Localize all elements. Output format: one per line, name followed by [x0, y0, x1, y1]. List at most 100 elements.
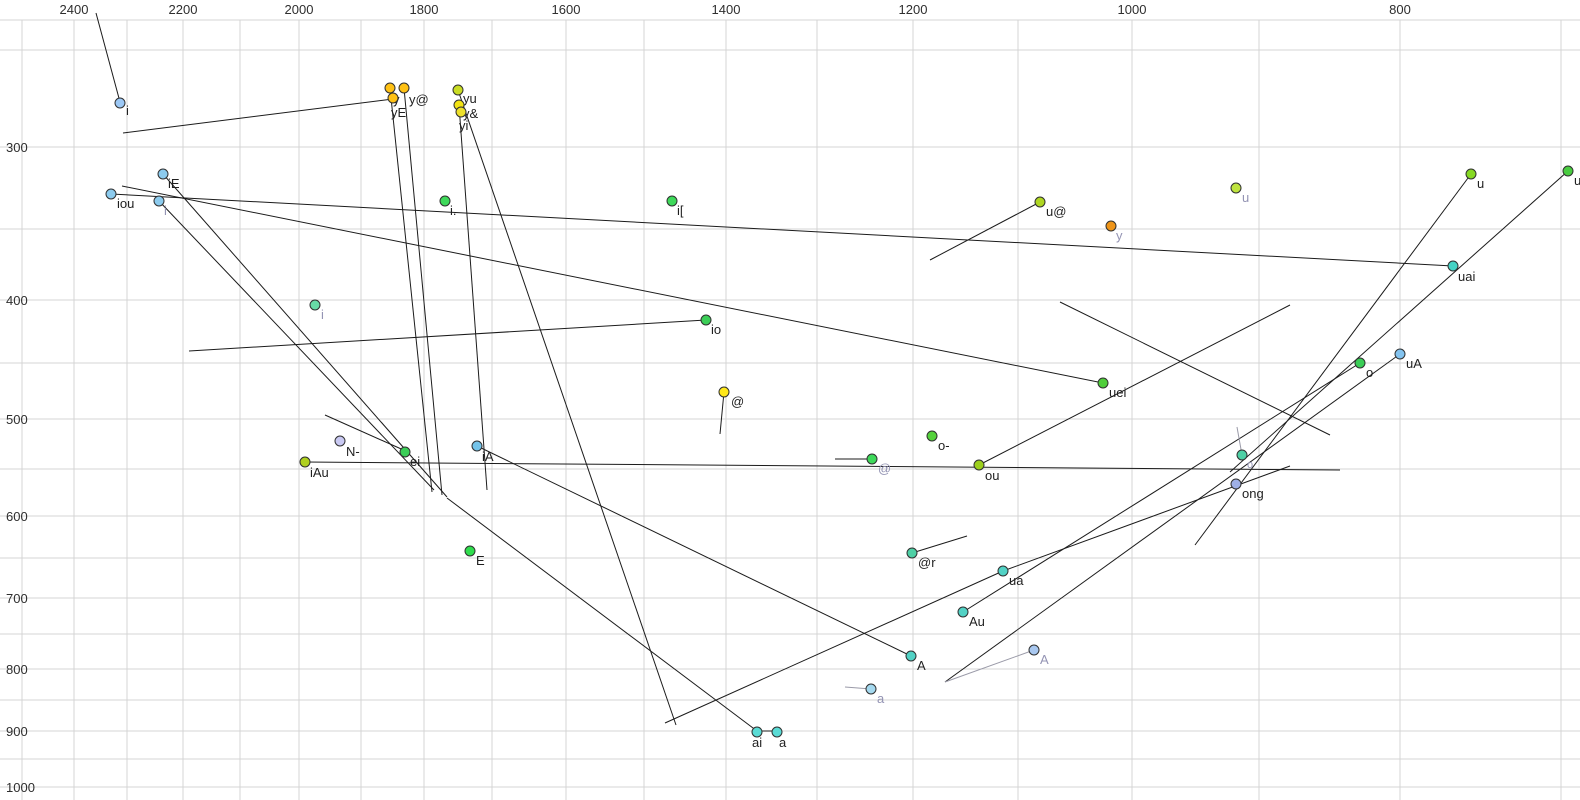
data-point-i — [114, 97, 126, 109]
data-point-label: A — [1040, 652, 1049, 667]
y-axis-tick-label: 300 — [6, 140, 28, 155]
data-point-ua — [997, 565, 1009, 577]
data-point-o — [926, 430, 938, 442]
data-point-iou — [105, 188, 117, 200]
data-point-label: a — [877, 691, 885, 706]
data-point- — [866, 453, 878, 465]
y-axis-tick-label: 700 — [6, 591, 28, 606]
data-point-uA — [1394, 348, 1406, 360]
data-point-label: y@ — [409, 92, 429, 107]
trajectory-line — [188, 319, 707, 352]
trajectory-line — [457, 89, 677, 726]
data-point-label: y — [1116, 228, 1123, 243]
trajectory-line — [403, 87, 443, 496]
data-point-o — [1236, 449, 1248, 461]
data-point-label: y& — [463, 106, 479, 121]
data-point-label: a — [779, 735, 787, 750]
data-point-i — [666, 195, 678, 207]
data-point-ou — [973, 459, 985, 471]
data-point-label: ong — [1242, 486, 1264, 501]
data-point-i — [309, 299, 321, 311]
data-point-label: yu — [463, 91, 477, 106]
data-point-ai — [751, 726, 763, 738]
trajectory-line — [476, 445, 912, 657]
data-point-Au — [957, 606, 969, 618]
data-point-label: u@ — [1046, 204, 1066, 219]
data-point-u — [1465, 168, 1477, 180]
data-point-label: @r — [918, 555, 936, 570]
trajectory-line — [446, 497, 758, 732]
trajectory-line — [944, 353, 1401, 683]
data-point-label: uai — [1458, 269, 1475, 284]
trajectory-line — [122, 98, 394, 134]
data-point-label: ai — [752, 735, 762, 750]
data-point-iA — [471, 440, 483, 452]
data-point-N — [334, 435, 346, 447]
data-point-u — [1230, 182, 1242, 194]
trajectory-line — [664, 570, 1004, 724]
data-point-E — [464, 545, 476, 557]
trajectory-line — [324, 414, 409, 453]
data-point-a — [771, 726, 783, 738]
x-axis-tick-label: 1600 — [552, 2, 581, 17]
x-axis-tick-label: 1400 — [712, 2, 741, 17]
x-axis-tick-label: 800 — [1389, 2, 1411, 17]
x-axis-tick-label: 2000 — [285, 2, 314, 17]
trajectory-line — [1059, 301, 1331, 436]
x-axis-tick-label: 1800 — [410, 2, 439, 17]
trajectory-line — [389, 87, 433, 493]
data-point-yu — [452, 84, 464, 96]
data-point-label: i. — [450, 203, 457, 218]
trajectory-line — [110, 193, 1454, 267]
data-point-io — [700, 314, 712, 326]
data-point-i — [153, 195, 165, 207]
data-point-label: i[ — [677, 203, 684, 218]
trajectory-line — [962, 362, 1361, 613]
data-point-label: E — [476, 553, 485, 568]
y-axis-tick-label: 900 — [6, 724, 28, 739]
data-point-i — [439, 195, 451, 207]
data-point-label: iAu — [310, 465, 329, 480]
data-point-o — [1354, 357, 1366, 369]
data-point-label: ua — [1009, 573, 1024, 588]
data-point-label: uA — [1406, 356, 1422, 371]
data-point-label: u — [1574, 173, 1580, 188]
data-point-r — [906, 547, 918, 559]
trajectory-line — [162, 173, 448, 498]
data-point-label: @ — [731, 394, 744, 409]
x-axis-tick-label: 1000 — [1118, 2, 1147, 17]
data-point-label: yE — [391, 105, 407, 120]
y-axis-tick-label: 800 — [6, 662, 28, 677]
data-point-label: N- — [346, 444, 360, 459]
data-point-yi — [455, 106, 467, 118]
trajectory-line — [978, 304, 1291, 466]
data-point-label: yi — [459, 118, 469, 133]
data-point-label: io — [711, 322, 721, 337]
data-point-label: ou — [985, 468, 999, 483]
x-axis-tick-label: 2400 — [60, 2, 89, 17]
data-point-A — [905, 650, 917, 662]
data-point-a — [865, 683, 877, 695]
data-point-y — [398, 82, 410, 94]
trajectory-line — [121, 185, 1104, 384]
data-point-y — [384, 82, 396, 94]
data-point-label: u — [1242, 190, 1249, 205]
data-point-label: i — [164, 203, 167, 218]
y-axis-tick-label: 500 — [6, 412, 28, 427]
data-point-label: iA — [482, 449, 494, 464]
x-axis-tick-label: 2200 — [169, 2, 198, 17]
data-point-label: ei — [410, 454, 420, 469]
data-point-ong — [1230, 478, 1242, 490]
data-point-label: o- — [938, 438, 950, 453]
data-point-u — [1034, 196, 1046, 208]
trajectory-line — [458, 104, 488, 491]
data-point-label: o — [1366, 365, 1373, 380]
data-point-uai — [1447, 260, 1459, 272]
trajectory-line — [719, 391, 725, 435]
data-point-yE — [387, 92, 399, 104]
trajectory-line — [95, 12, 121, 103]
y-axis-tick-label: 400 — [6, 293, 28, 308]
data-point-label: i — [321, 307, 324, 322]
